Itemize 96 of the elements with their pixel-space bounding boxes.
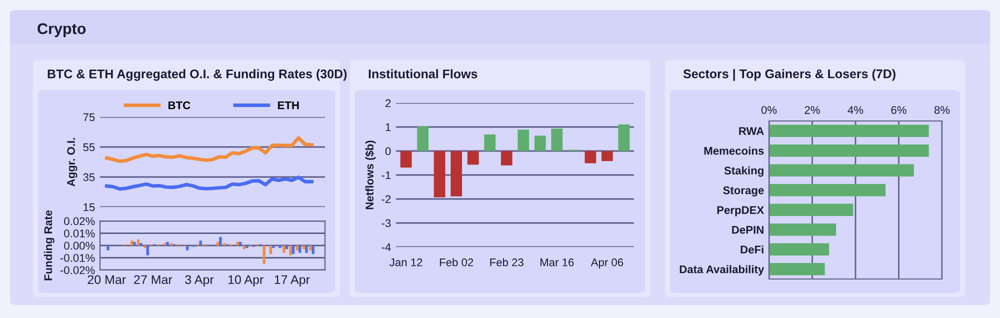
x-tick-label: 2% [804,106,820,114]
bar [305,246,308,253]
bar [146,246,149,256]
y-tick-label: -4 [382,243,391,252]
bar [769,224,836,236]
y-tick-label: 15 [84,203,95,212]
bar [130,240,134,246]
bar [618,124,630,151]
bar [216,242,220,246]
y-tick-label: -2 [382,195,391,204]
y-tick-label: 35 [83,173,95,182]
y-tick-label: -0.01% [60,254,95,262]
y-tick-label: 55 [83,143,95,152]
x-tick-label: 6% [891,106,906,114]
bar [769,263,825,276]
y-tick-label: 0.00% [64,242,95,250]
bar [769,204,854,216]
bar [199,240,202,246]
bar [312,246,314,254]
bar [534,136,546,151]
bar [238,242,242,246]
y-axis-title: Aggr. O.I. [67,138,78,186]
bar [298,246,302,253]
bar [242,246,246,250]
bar [417,126,429,151]
bar [518,130,530,151]
bar [186,246,189,250]
bar [106,246,110,250]
bar [292,246,295,254]
x-tick-label: Mar 16 [540,258,574,266]
x-tick-label: Feb 23 [490,258,524,266]
x-tick-label: 17 Apr [274,275,310,287]
y-tick-label: 1 [386,123,391,132]
bar [769,144,929,157]
bar [296,246,299,250]
line-series [104,136,314,163]
bar [400,151,412,168]
y-tick-label: 75 [83,113,95,122]
bar [584,151,596,164]
x-tick-label: 8% [934,106,950,114]
bar [219,236,222,246]
legend-label: ETH [278,101,299,110]
y-tick-label: PerpDEX [717,206,764,216]
y-tick-label: -0.02% [60,266,95,274]
bar [769,184,886,196]
bar [285,246,288,250]
y-tick-label: Data Availability [680,265,764,276]
y-tick-label: -3 [382,219,391,228]
legend-label: BTC [168,101,190,110]
bar [166,242,169,246]
bar [434,151,446,198]
x-tick-label: 3 Apr [185,275,214,287]
y-axis-title: Netflows ($b) [365,140,376,210]
x-tick-label: 0% [761,106,777,114]
bar [282,246,286,253]
chart-title: Institutional Flows [368,69,478,78]
bar [769,243,830,256]
bar [450,151,462,196]
bar [769,124,929,137]
bar [269,246,272,254]
y-tick-label: -1 [382,171,391,180]
bar [601,151,613,162]
bar [551,128,563,151]
text: Crypto [38,23,86,38]
y-tick-label: DeFi [740,245,764,254]
x-tick-label: 10 Apr [228,275,264,287]
bar [137,239,140,246]
y-tick-label: Staking [724,166,764,177]
x-tick-label: Apr 06 [590,258,624,268]
bar [133,242,136,246]
bar [302,246,306,250]
x-tick-label: 27 Mar [134,275,172,284]
bar [236,242,239,246]
y-tick-label: Storage [723,186,764,196]
y-tick-label: 0.02% [64,217,95,226]
chart-title: Sectors | Top Gainers & Losers (7D) [683,69,896,81]
x-tick-label: Jan 12 [390,258,422,266]
bar [769,164,914,176]
bar [500,151,512,166]
y-axis-title: Funding Rate [44,210,54,280]
y-tick-label: DePIN [732,226,764,234]
bar [484,134,496,151]
x-tick-label: Feb 02 [440,258,474,266]
y-tick-label: 2 [386,99,391,108]
bar [262,246,266,264]
chart-title: BTC & ETH Aggregated O.I. & Funding Rates (30D) [48,69,347,81]
bar [309,246,312,250]
x-tick-label: 4% [848,106,864,114]
bar [467,151,479,165]
y-tick-label: RWA [739,127,764,135]
y-tick-label: 0.01% [64,230,95,238]
line-series [104,176,314,191]
y-tick-label: 0 [385,147,391,156]
y-tick-label: Memecoins [704,146,764,155]
bar [289,246,292,256]
x-tick-label: 20 Mar [88,275,126,284]
